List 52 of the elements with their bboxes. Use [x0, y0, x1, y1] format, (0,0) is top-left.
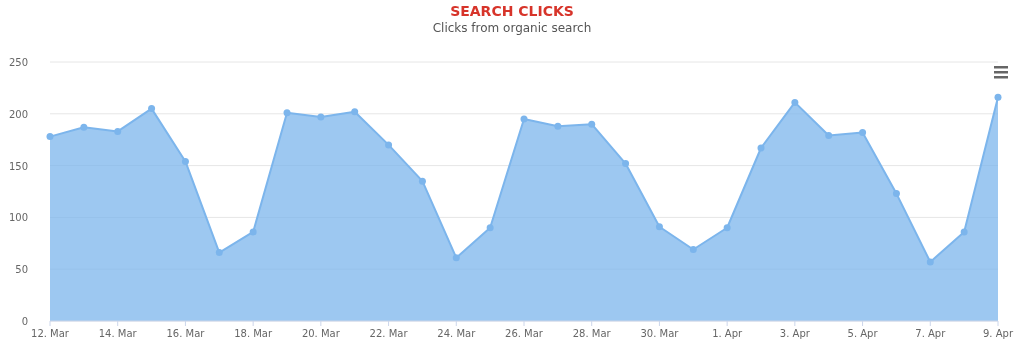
point: [859, 128, 867, 136]
point: [317, 113, 325, 121]
x-tick-label: 7. Apr: [915, 328, 947, 339]
x-tick-label: 28. Mar: [572, 328, 612, 339]
point: [723, 224, 731, 232]
point: [452, 254, 460, 262]
point: [622, 160, 630, 168]
point: [283, 109, 291, 117]
point: [181, 157, 189, 165]
x-tick-label: 5. Apr: [847, 328, 879, 339]
x-tick-label: 12. Mar: [31, 328, 70, 339]
point: [215, 249, 223, 257]
x-tick-label: 26. Mar: [505, 328, 544, 339]
point: [588, 120, 596, 128]
point: [80, 123, 88, 131]
x-tick-label: 24. Mar: [437, 328, 477, 339]
point: [520, 115, 528, 123]
point: [249, 228, 257, 236]
y-tick-label: 250: [8, 57, 28, 68]
x-tick-label: 30. Mar: [640, 328, 680, 339]
x-tick-label: 22. Mar: [369, 328, 409, 339]
y-tick-label: 100: [8, 212, 28, 224]
x-tick-label: 3. Apr: [779, 328, 811, 339]
chart-title: SEARCH CLICKS: [450, 3, 574, 19]
chart-subtitle: Clicks from organic search: [432, 21, 592, 35]
point: [46, 133, 54, 141]
x-tick-label: 20. Mar: [301, 328, 341, 339]
point: [825, 132, 833, 140]
point: [486, 224, 494, 232]
point: [148, 105, 156, 113]
y-tick-label: 200: [8, 108, 28, 120]
point: [960, 228, 968, 236]
point: [114, 127, 122, 135]
y-tick-label: 0: [21, 316, 28, 327]
point: [791, 98, 799, 106]
point: [757, 144, 765, 152]
x-tick-label: 18. Mar: [234, 328, 273, 339]
x-tick-label: 1. Apr: [712, 328, 744, 339]
x-tick-label: 9. Apr: [982, 328, 1014, 339]
point: [418, 177, 426, 185]
x-tick-label: 14. Mar: [98, 328, 138, 339]
point: [689, 246, 697, 254]
point: [351, 108, 359, 116]
point: [892, 190, 900, 198]
point: [554, 122, 562, 130]
point: [994, 93, 1002, 101]
point: [926, 258, 934, 266]
x-tick-label: 16. Mar: [166, 328, 206, 339]
point: [655, 223, 663, 231]
point: [385, 141, 393, 149]
y-tick-label: 50: [15, 264, 28, 276]
y-tick-label: 150: [8, 160, 28, 172]
